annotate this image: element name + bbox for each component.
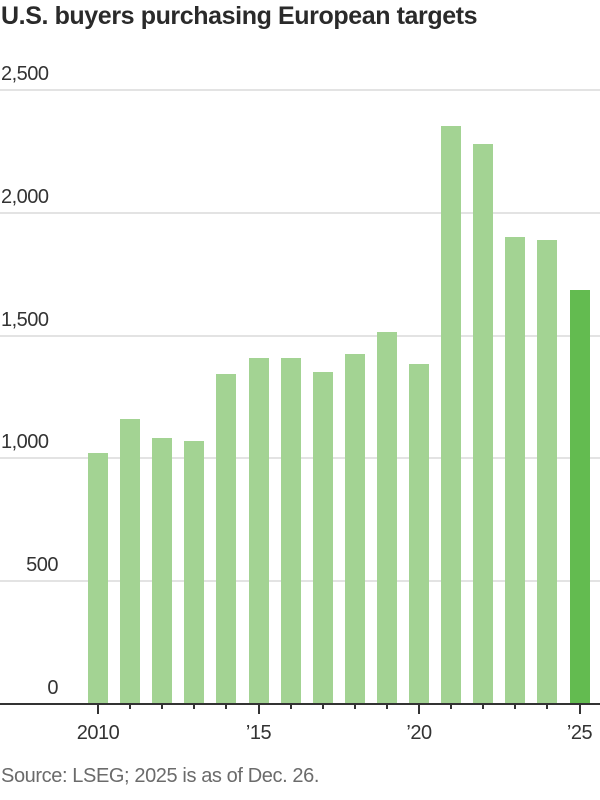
x-axis-label: ’20: [406, 722, 432, 744]
y-axis-label: 0: [47, 677, 58, 699]
x-minor-tick: [193, 705, 196, 709]
bar-2021: [441, 125, 462, 704]
bar-2015: [248, 357, 269, 704]
x-axis-line: [0, 703, 600, 705]
x-minor-tick: [514, 705, 517, 709]
x-axis-label: ’15: [245, 722, 272, 744]
bar-2013: [184, 441, 205, 704]
x-minor-tick: [385, 705, 388, 709]
y-axis-label: 1,500: [1, 308, 49, 331]
bar-2011: [120, 419, 141, 704]
bar-2019: [376, 331, 397, 704]
x-major-tick: [418, 705, 420, 714]
x-minor-tick: [289, 705, 292, 709]
x-minor-tick: [321, 705, 324, 709]
bar-2020: [409, 363, 429, 704]
bar-2014: [216, 373, 237, 704]
bar-2016: [280, 357, 301, 704]
gridline: [0, 211, 600, 214]
bar-2018: [344, 354, 365, 704]
x-axis-label: 2010: [76, 722, 120, 744]
x-major-tick: [97, 705, 99, 714]
bar-2022: [473, 144, 494, 704]
x-minor-tick: [225, 705, 228, 709]
bar-2010: [88, 453, 108, 704]
y-axis-label: 2,500: [1, 63, 49, 85]
x-minor-tick: [353, 705, 356, 709]
gridline: [0, 334, 600, 337]
y-axis-label: 500: [26, 554, 58, 577]
x-minor-tick: [129, 705, 132, 709]
bar-2012: [152, 437, 173, 704]
x-minor-tick: [450, 705, 453, 709]
x-axis-label: ’25: [566, 722, 593, 744]
x-minor-tick: [161, 705, 164, 709]
x-major-tick: [257, 705, 260, 714]
chart-title: U.S. buyers purchasing European targets: [1, 2, 478, 30]
x-major-tick: [578, 705, 581, 714]
bar-2024: [537, 239, 558, 704]
gridline: [0, 89, 600, 91]
y-axis-label: 2,000: [1, 185, 49, 208]
x-minor-tick: [482, 705, 485, 709]
bar-2023: [505, 237, 526, 704]
x-minor-tick: [546, 705, 549, 709]
bar-2025: [569, 290, 590, 704]
bar-2017: [312, 372, 333, 704]
source-note: Source: LSEG; 2025 is as of Dec. 26.: [1, 765, 320, 787]
y-axis-label: 1,000: [1, 431, 49, 454]
